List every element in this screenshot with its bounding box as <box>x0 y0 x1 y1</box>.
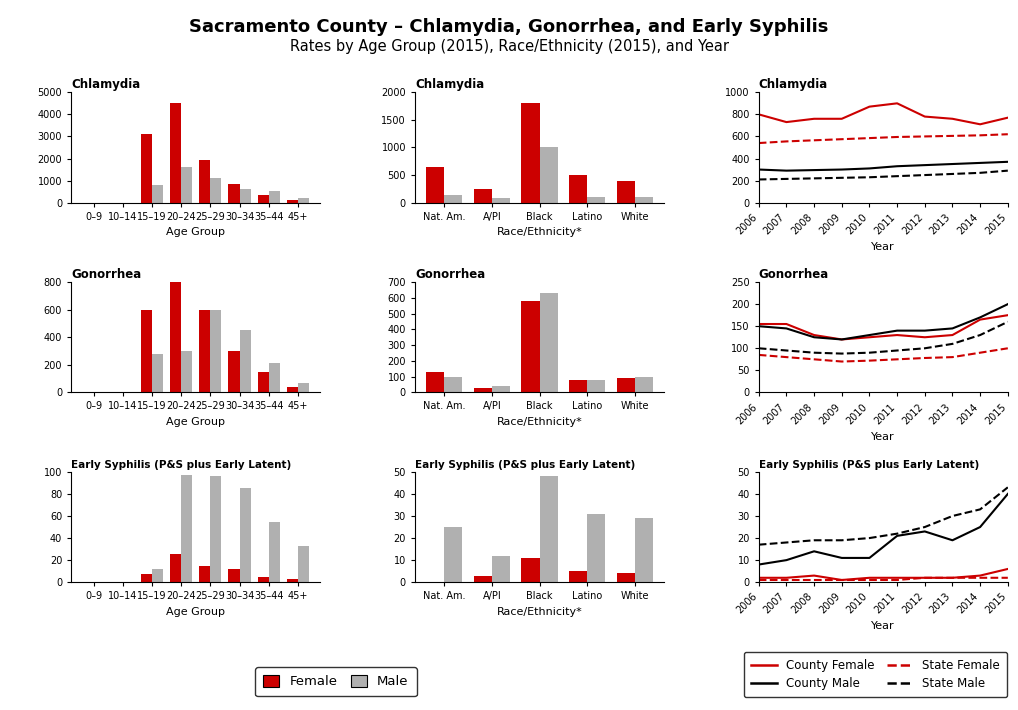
Bar <box>152 354 163 393</box>
Text: Early Syphilis (P&S plus Early Latent): Early Syphilis (P&S plus Early Latent) <box>415 459 635 470</box>
Text: Chlamydia: Chlamydia <box>758 78 828 91</box>
Bar <box>152 569 163 582</box>
Bar <box>287 387 298 393</box>
Bar <box>211 178 222 202</box>
Bar <box>239 330 250 393</box>
Bar <box>492 386 510 393</box>
X-axis label: Year: Year <box>871 242 895 252</box>
X-axis label: Age Group: Age Group <box>166 607 225 617</box>
Bar <box>540 148 558 202</box>
Bar <box>540 293 558 393</box>
Bar <box>634 377 653 393</box>
Bar <box>587 514 605 582</box>
Bar <box>634 518 653 582</box>
Bar <box>445 527 462 582</box>
Bar <box>269 190 280 202</box>
Bar <box>445 377 462 393</box>
Bar <box>521 558 540 582</box>
Text: Chlamydia: Chlamydia <box>415 78 485 91</box>
Bar <box>287 579 298 582</box>
Bar <box>239 190 250 202</box>
Bar <box>170 554 181 582</box>
Bar <box>492 556 510 582</box>
Bar <box>211 476 222 582</box>
Text: Gonorrhea: Gonorrhea <box>415 268 486 281</box>
Bar <box>181 475 192 582</box>
Bar <box>569 571 587 582</box>
X-axis label: Race/Ethnicity*: Race/Ethnicity* <box>497 607 582 617</box>
X-axis label: Race/Ethnicity*: Race/Ethnicity* <box>497 417 582 427</box>
Bar <box>617 378 634 393</box>
Bar <box>170 282 181 393</box>
Bar <box>170 104 181 202</box>
Bar <box>634 197 653 202</box>
Bar <box>445 195 462 202</box>
Bar <box>587 380 605 393</box>
Bar <box>200 160 211 202</box>
Bar <box>540 476 558 582</box>
Bar <box>181 168 192 202</box>
Bar <box>474 576 492 582</box>
Bar <box>298 546 309 582</box>
Bar <box>474 189 492 202</box>
Bar <box>228 184 239 202</box>
Bar <box>258 577 269 582</box>
Text: Rates by Age Group (2015), Race/Ethnicity (2015), and Year: Rates by Age Group (2015), Race/Ethnicit… <box>289 39 729 54</box>
X-axis label: Age Group: Age Group <box>166 417 225 427</box>
Bar <box>258 195 269 202</box>
Bar <box>427 167 445 202</box>
Bar <box>228 351 239 393</box>
Bar <box>140 134 152 202</box>
Bar <box>200 310 211 393</box>
Bar <box>521 301 540 393</box>
Text: Sacramento County – Chlamydia, Gonorrhea, and Early Syphilis: Sacramento County – Chlamydia, Gonorrhea… <box>189 18 829 36</box>
Bar <box>587 197 605 202</box>
Bar <box>617 574 634 582</box>
Bar <box>181 351 192 393</box>
Text: Chlamydia: Chlamydia <box>71 78 140 91</box>
X-axis label: Race/Ethnicity*: Race/Ethnicity* <box>497 227 582 237</box>
Text: Early Syphilis (P&S plus Early Latent): Early Syphilis (P&S plus Early Latent) <box>758 459 979 470</box>
Legend: Female, Male: Female, Male <box>256 667 416 697</box>
Bar <box>152 185 163 202</box>
Bar <box>492 198 510 202</box>
Text: Gonorrhea: Gonorrhea <box>758 268 829 281</box>
Bar <box>298 198 309 202</box>
Bar <box>569 380 587 393</box>
Bar <box>269 522 280 582</box>
Bar <box>287 200 298 202</box>
Legend: County Female, County Male, State Female, State Male: County Female, County Male, State Female… <box>744 652 1007 697</box>
Bar <box>617 180 634 202</box>
Bar <box>269 364 280 393</box>
Text: Early Syphilis (P&S plus Early Latent): Early Syphilis (P&S plus Early Latent) <box>71 459 291 470</box>
Bar <box>474 388 492 393</box>
Bar <box>427 372 445 393</box>
Bar <box>569 175 587 202</box>
Bar <box>298 383 309 393</box>
Bar <box>200 566 211 582</box>
X-axis label: Age Group: Age Group <box>166 227 225 237</box>
X-axis label: Year: Year <box>871 621 895 631</box>
Bar <box>521 104 540 202</box>
Bar <box>140 310 152 393</box>
Bar <box>211 310 222 393</box>
Text: Gonorrhea: Gonorrhea <box>71 268 142 281</box>
Bar <box>258 372 269 393</box>
Bar <box>239 488 250 582</box>
Bar <box>140 574 152 582</box>
X-axis label: Year: Year <box>871 432 895 442</box>
Bar <box>228 569 239 582</box>
